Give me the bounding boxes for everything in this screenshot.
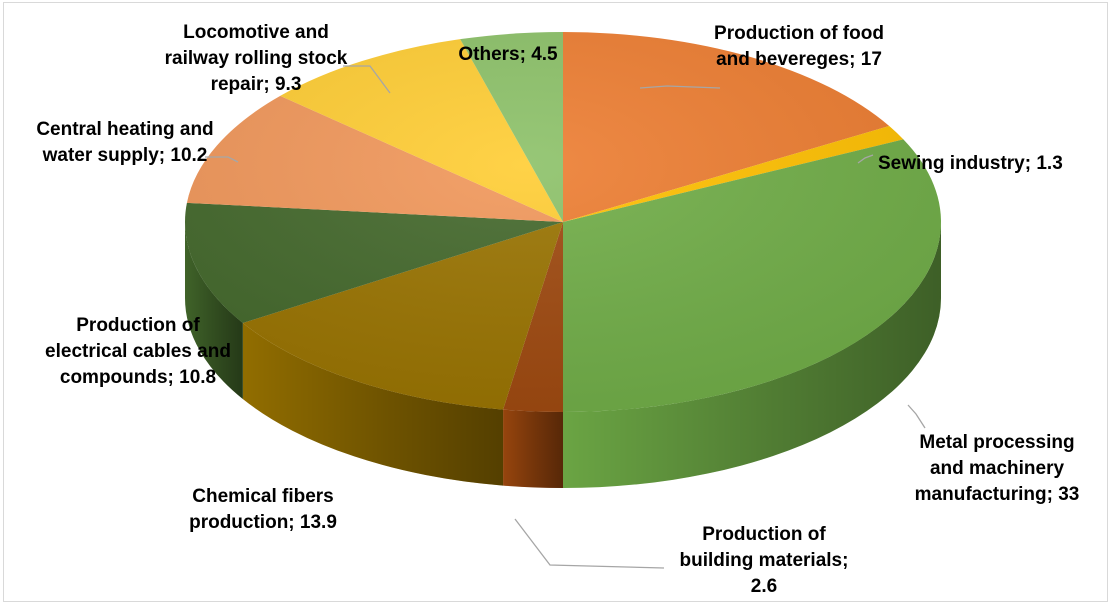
data-label-metal-processing: Metal processing and machinery manufacturi… <box>915 432 1080 505</box>
data-label-production-of-food: Production of food and bevereges; 17 <box>714 23 884 70</box>
data-label-others-4-5: Others; 4.5 <box>458 44 558 65</box>
data-label-locomotive-and: Locomotive and railway rolling stock repai… <box>165 22 348 95</box>
leader-line-metal-processing <box>907 404 926 429</box>
data-label-line: water supply; 10.2 <box>42 145 208 166</box>
slice-labels: Production of food and bevereges; 17 Sewin… <box>36 22 1079 597</box>
data-label-line: Production of food <box>714 23 884 44</box>
data-label-line: repair; 9.3 <box>211 74 302 95</box>
data-label-line: Production of <box>76 315 200 336</box>
leader-line-locomotive-and <box>343 65 391 94</box>
data-label-central-heating-and: Central heating and water supply; 10.2 <box>36 119 213 166</box>
data-label-line: Chemical fibers <box>192 486 334 507</box>
data-label-line: manufacturing; 33 <box>915 484 1080 505</box>
data-label-sewing-industry-1-3: Sewing industry; 1.3 <box>878 153 1063 174</box>
data-label-line: and bevereges; 17 <box>716 49 882 70</box>
data-label-line: compounds; 10.8 <box>60 367 216 388</box>
data-label-line: Sewing industry; 1.3 <box>878 153 1063 174</box>
pie-side-production-of <box>503 409 563 488</box>
data-label-line: 2.6 <box>751 576 777 597</box>
pie-side-chemical-fibers <box>242 322 504 486</box>
pie-sides <box>185 222 941 488</box>
data-label-chemical-fibers: Chemical fibers production; 13.9 <box>189 486 337 533</box>
data-label-line: railway rolling stock <box>165 48 348 69</box>
leader-line-sewing-industry-1-3 <box>857 154 874 164</box>
data-label-line: building materials; <box>680 550 849 571</box>
leader-line-production-of-food <box>639 85 721 89</box>
data-label-production-of: Production of electrical cables and compou… <box>45 315 231 388</box>
data-label-line: and machinery <box>930 458 1065 479</box>
data-label-production-of: Production of building materials; 2.6 <box>680 524 849 597</box>
pie-top <box>184 32 941 412</box>
data-label-line: Locomotive and <box>183 22 329 43</box>
data-label-line: production; 13.9 <box>189 512 337 533</box>
leader-lines <box>205 65 926 569</box>
pie-side-metal-processing <box>563 222 941 488</box>
leader-line-central-heating-and <box>205 156 239 163</box>
leader-line-production-of <box>514 518 665 569</box>
data-label-line: Metal processing <box>919 432 1074 453</box>
data-label-line: electrical cables and <box>45 341 231 362</box>
data-label-line: Central heating and <box>36 119 213 140</box>
pie-side-production-of <box>185 222 243 399</box>
data-label-line: Production of <box>702 524 826 545</box>
pie-top-sheen <box>185 32 941 412</box>
data-label-line: Others; 4.5 <box>458 44 558 65</box>
